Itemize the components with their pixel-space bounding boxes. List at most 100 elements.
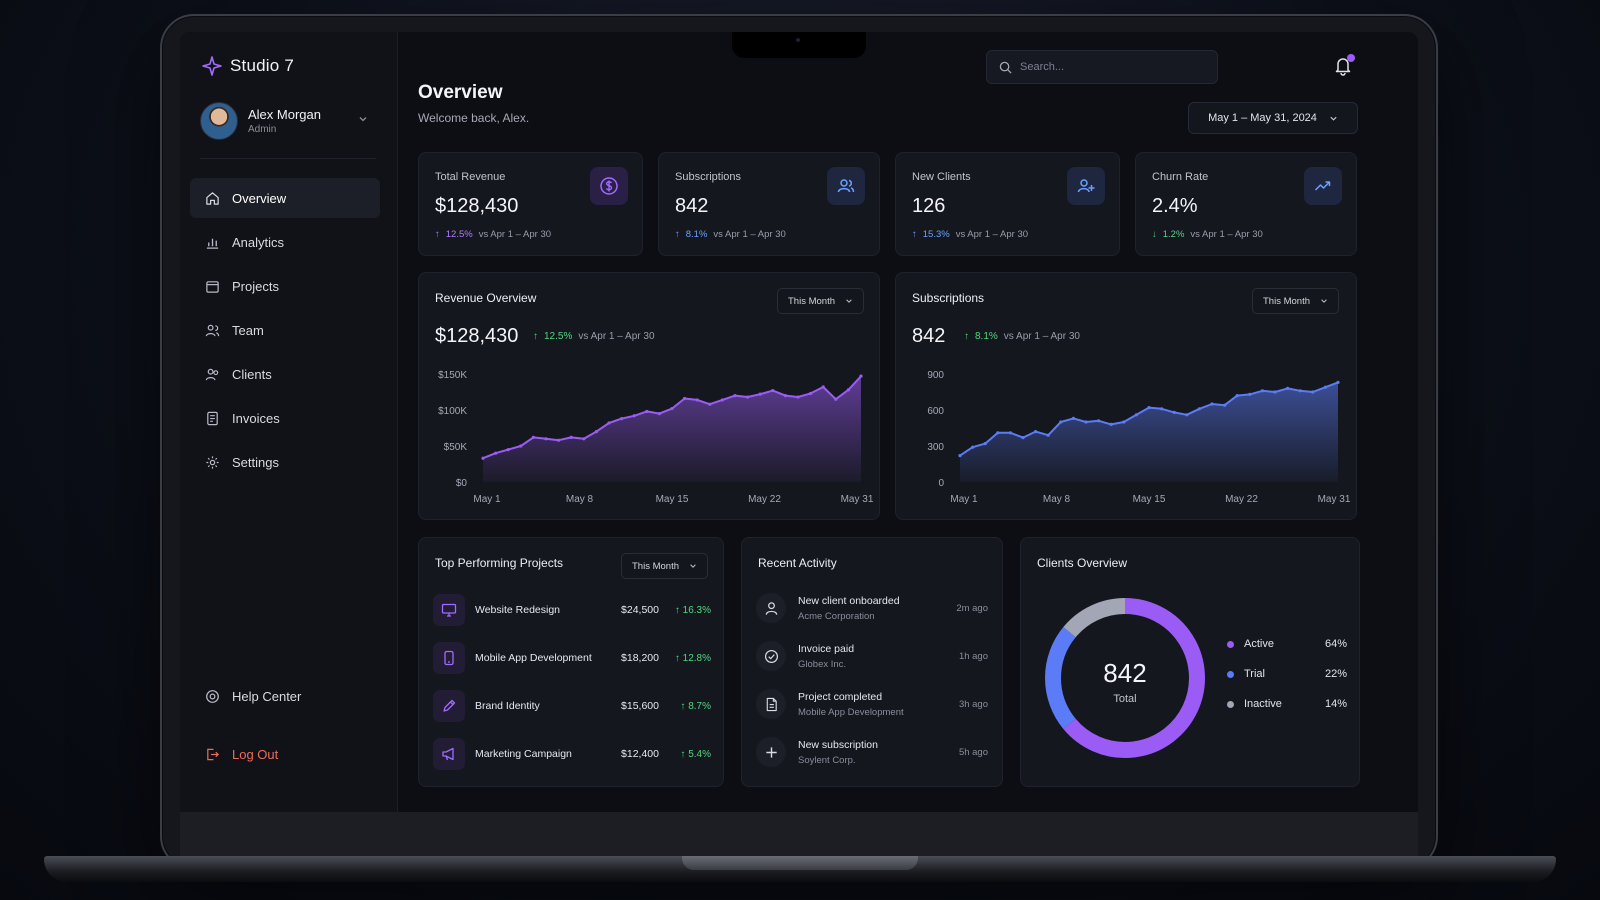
chart-title: Subscriptions	[912, 291, 985, 305]
activity-title: New subscription	[798, 738, 878, 751]
activity-subtitle: Acme Corporation	[798, 610, 875, 622]
sidebar-item-analytics[interactable]: Analytics	[190, 222, 380, 262]
period-label: This Month	[632, 560, 679, 572]
kpi-delta-value: 12.5%	[445, 229, 473, 240]
data-point	[1084, 420, 1088, 424]
search-box[interactable]	[986, 50, 1218, 84]
arrow-up-icon: ↑	[435, 229, 440, 240]
data-point	[796, 395, 800, 399]
period-dropdown[interactable]: This Month	[1252, 288, 1339, 314]
legend-dot	[1227, 700, 1234, 708]
dollar-icon	[600, 177, 618, 195]
avatar	[200, 102, 238, 140]
arrow-up-icon: ↑	[533, 331, 538, 342]
legend-label: Trial	[1244, 668, 1265, 680]
kpi-delta: ↑ 15.3% vs Apr 1 – Apr 30	[912, 229, 1028, 240]
section-title: Recent Activity	[758, 556, 837, 570]
data-point	[1021, 436, 1025, 440]
chart-delta-value: 12.5%	[544, 331, 573, 342]
x-tick-label: May 22	[748, 494, 781, 505]
kpi-value: 842	[675, 195, 709, 217]
period-dropdown[interactable]: This Month	[777, 288, 864, 314]
clients-icon	[204, 366, 220, 382]
sidebar-item-overview[interactable]: Overview	[190, 178, 380, 218]
project-row[interactable]: Mobile App Development $18,200 ↑ 12.8%	[433, 640, 711, 676]
data-point	[983, 442, 987, 446]
document-icon	[756, 689, 786, 719]
kpi-icon-badge	[1304, 167, 1342, 205]
brand-name: Studio 7	[230, 56, 294, 75]
data-point	[1160, 407, 1164, 411]
y-tick-label: $0	[456, 478, 468, 489]
project-row[interactable]: Marketing Campaign $12,400 ↑ 5.4%	[433, 736, 711, 772]
y-tick-label: $100K	[438, 406, 467, 417]
legend-percent: 22%	[1324, 668, 1347, 680]
data-point	[996, 431, 1000, 435]
clients-donut-chart: 842 Total	[1045, 598, 1205, 758]
activity-item[interactable]: Invoice paid Globex Inc. 1h ago	[756, 636, 988, 676]
data-point	[544, 437, 548, 441]
data-point	[506, 448, 510, 452]
logout-button[interactable]: Log Out	[190, 734, 380, 774]
project-delta: ↑ 8.7%	[680, 700, 711, 712]
search-input[interactable]	[1020, 61, 1200, 73]
data-point	[494, 451, 498, 455]
project-delta: ↑ 12.8%	[674, 652, 711, 664]
sidebar-item-settings[interactable]: Settings	[190, 442, 380, 482]
kpi-value: 126	[912, 195, 946, 217]
data-point	[733, 394, 737, 398]
user-profile[interactable]: Alex Morgan Admin	[200, 102, 376, 140]
period-dropdown[interactable]: This Month	[621, 553, 708, 579]
kpi-card-new-clients: New Clients 126 ↑ 15.3% vs Apr 1 – Apr 3…	[895, 152, 1120, 256]
sparkle-icon	[202, 56, 222, 76]
data-point	[708, 402, 712, 406]
data-point	[1185, 413, 1189, 417]
kpi-card-subscriptions: Subscriptions 842 ↑ 8.1% vs Apr 1 – Apr …	[658, 152, 880, 256]
date-range-label: May 1 – May 31, 2024	[1208, 112, 1317, 124]
laptop-screen: Studio 7 Alex Morgan Admin Overview Anal…	[180, 32, 1418, 812]
chevron-down-icon[interactable]	[358, 114, 368, 124]
laptop-chin	[180, 812, 1418, 856]
bar-chart-icon	[204, 234, 220, 250]
sidebar-item-team[interactable]: Team	[190, 310, 380, 350]
home-icon	[204, 190, 220, 206]
activity-time: 1h ago	[958, 650, 988, 662]
sidebar-item-projects[interactable]: Projects	[190, 266, 380, 306]
brand-logo[interactable]: Studio 7	[202, 56, 294, 76]
data-point	[809, 391, 813, 396]
activity-item[interactable]: Project completed Mobile App Development…	[756, 684, 988, 724]
chevron-down-icon	[1330, 116, 1337, 121]
trend-icon	[1314, 181, 1331, 191]
data-point	[720, 398, 724, 402]
x-tick-label: May 1	[950, 494, 978, 505]
data-point	[1134, 413, 1138, 417]
area-fill	[960, 382, 1338, 482]
megaphone-icon	[433, 738, 465, 770]
notification-badge	[1347, 54, 1355, 62]
plus-icon	[756, 737, 786, 767]
data-point	[1008, 431, 1012, 435]
data-point	[958, 454, 962, 458]
project-delta-value: 8.7%	[688, 700, 711, 712]
recent-activity-card: Recent Activity New client onboarded Acm…	[741, 537, 1003, 787]
gear-icon	[204, 454, 220, 470]
project-row[interactable]: Website Redesign $24,500 ↑ 16.3%	[433, 592, 711, 628]
kpi-delta: ↓ 1.2% vs Apr 1 – Apr 30	[1152, 229, 1263, 240]
activity-item[interactable]: New subscription Soylent Corp. 5h ago	[756, 732, 988, 772]
chevron-down-icon	[846, 299, 852, 303]
pen-icon	[433, 690, 465, 722]
data-point	[1286, 386, 1290, 390]
donut-segment-active	[1063, 598, 1205, 758]
project-delta-value: 5.4%	[688, 748, 711, 760]
help-center-link[interactable]: Help Center	[190, 676, 380, 716]
top-projects-card: Top Performing Projects This Month Websi…	[418, 537, 724, 787]
project-row[interactable]: Brand Identity $15,600 ↑ 8.7%	[433, 688, 711, 724]
bell-icon[interactable]	[1332, 54, 1354, 76]
date-range-picker[interactable]: May 1 – May 31, 2024	[1188, 102, 1358, 134]
activity-item[interactable]: New client onboarded Acme Corporation 2m…	[756, 588, 988, 628]
project-amount: $18,200	[621, 652, 659, 664]
sidebar-item-invoices[interactable]: Invoices	[190, 398, 380, 438]
user-plus-icon	[1077, 179, 1095, 193]
sidebar-item-clients[interactable]: Clients	[190, 354, 380, 394]
data-point	[557, 438, 561, 442]
